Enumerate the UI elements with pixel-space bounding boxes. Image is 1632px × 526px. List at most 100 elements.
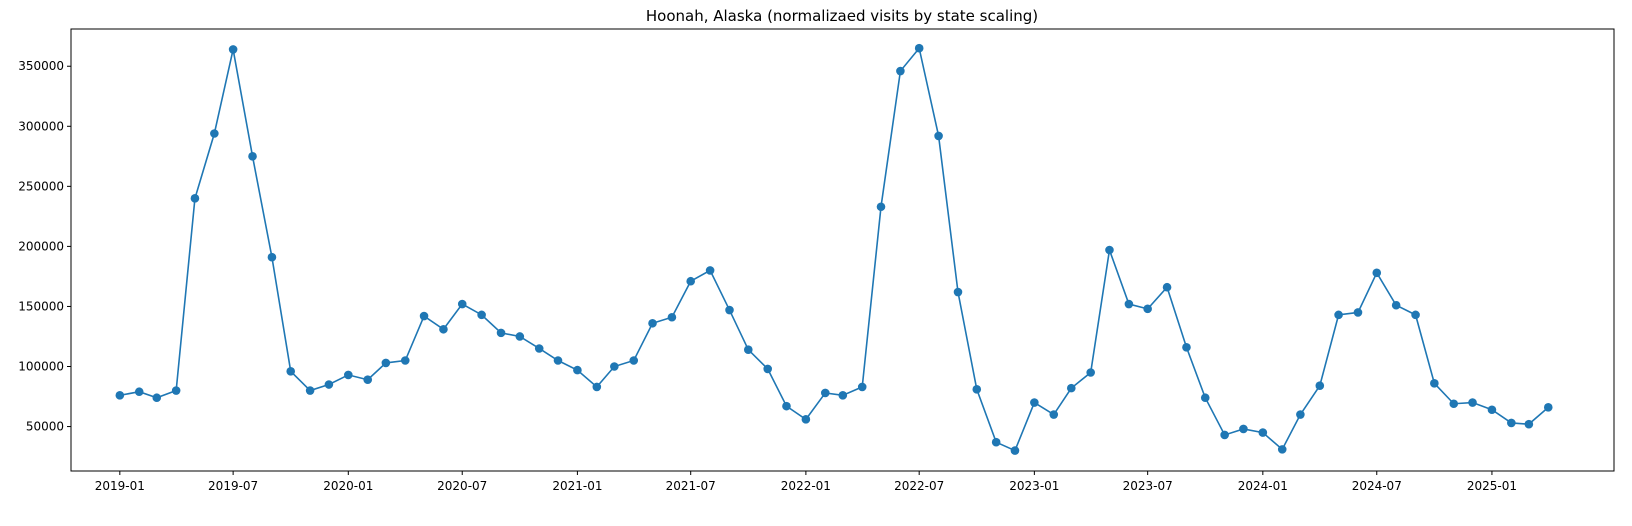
data-point [457,299,467,309]
data-point [1468,398,1477,407]
data-point [667,312,677,322]
data-point [553,356,563,365]
data-point [857,382,867,392]
data-point [534,344,544,353]
data-point [210,129,219,138]
data-point [496,328,506,338]
data-point [1010,446,1020,455]
data-point [782,401,791,411]
plot-area [70,28,1615,472]
data-point [914,43,924,53]
x-tick-label: 2024-07 [1352,479,1402,493]
data-point [477,310,486,320]
data-point [1162,282,1172,292]
y-tick-label: 100000 [18,360,64,374]
series-markers [115,43,1553,455]
x-axis: 2019-01 2019-07 2020-01 2020-07 2021-01 2021-… [95,471,1517,493]
data-point [363,375,373,385]
data-point [324,380,334,389]
data-point [1543,403,1553,412]
data-point [1220,430,1229,440]
data-point [1411,310,1420,320]
data-point [1105,245,1114,255]
data-point [248,152,257,161]
data-point [876,202,886,212]
data-point [1124,299,1134,309]
x-tick-label: 2023-07 [1123,479,1173,493]
x-tick-label: 2022-07 [894,479,944,493]
data-point [134,387,144,397]
y-axis: 50000 100000 150000 200000 250000 300000 35000… [18,59,71,434]
data-point [820,388,830,398]
data-point [1391,300,1401,310]
data-point [1353,308,1363,317]
data-point [344,370,353,380]
data-point [1334,310,1343,320]
data-point [1030,398,1039,407]
data-point [629,356,639,365]
data-point [610,362,619,371]
y-tick-label: 350000 [18,59,64,73]
x-tick-label: 2020-07 [437,479,487,493]
data-point [515,332,525,341]
data-point [115,391,125,400]
data-point [801,415,811,424]
data-point [400,356,410,365]
data-point [419,311,429,321]
data-point [190,194,200,203]
data-point [267,252,277,262]
data-point [686,276,695,286]
data-point [725,305,734,315]
data-point [1182,342,1191,352]
data-point [934,131,943,141]
data-point [152,393,162,403]
data-point [286,367,296,376]
data-point [1200,393,1210,403]
x-tick-label: 2021-07 [666,479,716,493]
data-point [1524,419,1534,429]
data-point [991,437,1001,447]
data-point [1239,424,1248,434]
data-point [1258,428,1268,437]
data-point [1277,445,1287,454]
data-point [573,365,582,375]
chart-title: Hoonah, Alaska (normalizaed visits by st… [646,7,1038,25]
data-point [763,364,772,374]
y-tick-label: 150000 [18,299,64,313]
data-point [1143,304,1152,314]
x-tick-label: 2019-01 [95,479,145,493]
data-point [1507,418,1516,428]
x-tick-label: 2023-01 [1009,479,1059,493]
x-tick-label: 2022-01 [781,479,831,493]
data-point [305,386,315,395]
data-point [743,345,753,354]
y-tick-label: 250000 [18,179,64,193]
data-point [1049,410,1059,419]
data-point [838,391,848,400]
y-tick-label: 200000 [18,239,64,253]
data-point [1487,405,1497,415]
data-point [896,66,905,76]
y-tick-label: 50000 [26,420,64,434]
data-point [1086,368,1095,377]
data-point [1066,383,1076,393]
data-point [972,385,982,394]
data-point [592,382,602,392]
data-point [1296,410,1305,419]
x-tick-label: 2020-01 [323,479,373,493]
data-point [171,386,181,395]
y-tick-label: 300000 [18,119,64,133]
data-point [1372,268,1382,278]
data-point [953,287,963,297]
data-point [1430,379,1439,388]
data-point [228,45,238,54]
x-tick-label: 2025-01 [1467,479,1517,493]
x-tick-label: 2024-01 [1238,479,1288,493]
data-point [1315,381,1325,391]
x-tick-label: 2021-01 [552,479,602,493]
data-point [648,318,657,328]
data-point [381,358,391,368]
data-point [705,266,715,275]
series-line [119,46,1549,452]
